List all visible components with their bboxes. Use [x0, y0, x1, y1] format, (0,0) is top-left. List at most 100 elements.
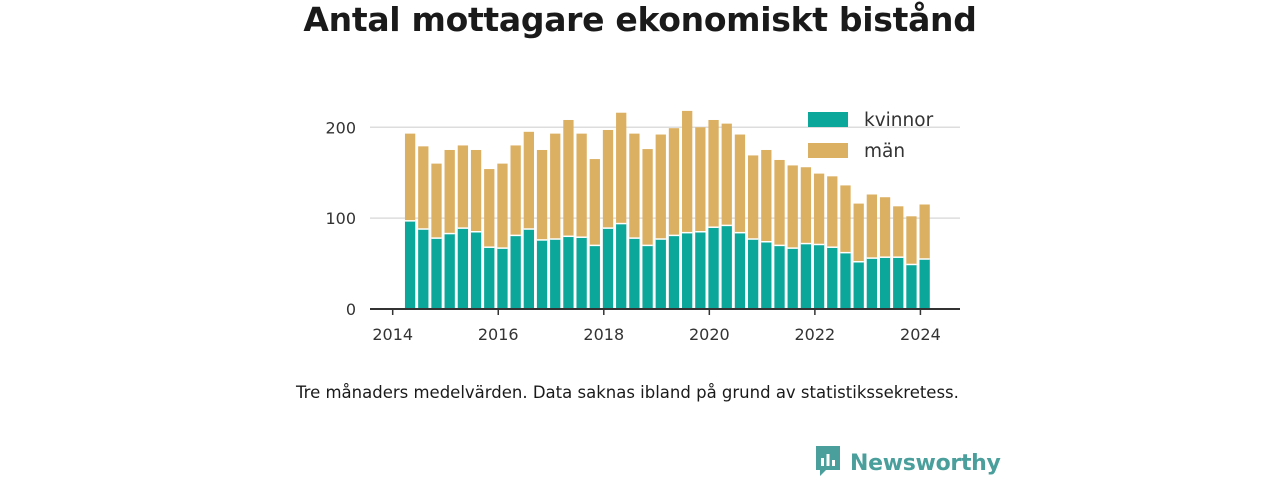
- y-tick-label: 100: [325, 209, 356, 228]
- y-tick-label: 200: [325, 118, 356, 137]
- bar-man: [827, 176, 838, 248]
- chart-title: Antal mottagare ekonomiskt bistånd: [303, 0, 977, 39]
- legend: kvinnor män: [808, 110, 934, 162]
- bar-kvinnor: [668, 235, 680, 309]
- bar-man: [906, 216, 917, 265]
- bar-kvinnor: [642, 245, 653, 309]
- bar-kvinnor: [734, 232, 746, 309]
- bar-man: [695, 127, 706, 232]
- bar-kvinnor: [510, 235, 521, 309]
- bar-kvinnor: [919, 259, 930, 309]
- bar-man: [510, 145, 521, 236]
- bar-man: [866, 194, 878, 259]
- bar-man: [523, 131, 534, 230]
- bar-man: [774, 159, 785, 246]
- bar-man: [813, 173, 825, 245]
- x-tick-label: 2016: [478, 325, 519, 344]
- bar-man: [602, 129, 614, 229]
- bar-man: [589, 159, 600, 246]
- bar-kvinnor: [602, 228, 614, 309]
- bar-kvinnor: [576, 237, 587, 309]
- x-tick-label: 2020: [689, 325, 730, 344]
- bar-man: [616, 112, 627, 224]
- bar-kvinnor: [536, 239, 548, 309]
- x-tick-label: 2014: [372, 325, 413, 344]
- bar-kvinnor: [906, 264, 917, 309]
- axes: 0 100 200 2014 2016 2018 2020 2022 2024: [325, 118, 960, 344]
- newsworthy-logo-icon: [814, 444, 842, 482]
- bar-kvinnor: [853, 261, 864, 309]
- bar-man: [734, 134, 746, 233]
- bar-kvinnor: [708, 227, 719, 309]
- bar-kvinnor: [444, 233, 455, 309]
- x-tick-label: 2018: [583, 325, 624, 344]
- bar-kvinnor: [787, 248, 798, 309]
- bar-kvinnor: [418, 229, 429, 309]
- bars: [404, 110, 930, 309]
- bar-man: [629, 133, 640, 239]
- legend-label-man: män: [864, 141, 905, 162]
- bar-kvinnor: [484, 247, 495, 309]
- bar-man: [563, 119, 574, 237]
- bar-man: [761, 149, 772, 242]
- bar-kvinnor: [800, 243, 812, 309]
- bar-kvinnor: [695, 231, 706, 309]
- bar-man: [893, 206, 904, 258]
- bar-man: [470, 149, 482, 232]
- bar-man: [721, 123, 732, 226]
- bar-man: [747, 155, 759, 240]
- footnote: Tre månaders medelvärden. Data saknas ib…: [296, 383, 959, 402]
- bar-kvinnor: [563, 236, 574, 309]
- bar-kvinnor: [431, 238, 442, 309]
- bar-kvinnor: [827, 247, 838, 309]
- bar-kvinnor: [655, 239, 666, 309]
- legend-swatch-man: [808, 143, 848, 158]
- bar-man: [668, 128, 680, 236]
- x-tick-label: 2022: [795, 325, 836, 344]
- bar-man: [655, 134, 666, 240]
- legend-swatch-kvinnor: [808, 112, 848, 127]
- stacked-bar-chart: 0 100 200 2014 2016 2018 2020 2022 2024 kvinnor m…: [325, 110, 960, 344]
- bar-kvinnor: [523, 229, 534, 309]
- bar-man: [497, 163, 508, 249]
- bar-kvinnor: [866, 258, 878, 309]
- bar-kvinnor: [761, 241, 772, 309]
- bar-man: [787, 165, 798, 249]
- bar-man: [800, 167, 812, 244]
- legend-label-kvinnor: kvinnor: [864, 110, 934, 131]
- bar-kvinnor: [470, 231, 482, 309]
- bar-man: [404, 133, 416, 221]
- bar-kvinnor: [616, 223, 627, 309]
- bar-kvinnor: [497, 248, 508, 309]
- bar-kvinnor: [721, 225, 732, 309]
- bar-man: [484, 169, 495, 248]
- bar-man: [840, 185, 851, 253]
- bar-kvinnor: [813, 244, 825, 309]
- bar-man: [576, 133, 587, 238]
- bar-kvinnor: [879, 257, 891, 309]
- bar-man: [919, 204, 930, 260]
- bar-kvinnor: [404, 220, 416, 309]
- bar-man: [457, 145, 469, 229]
- bar-kvinnor: [747, 239, 759, 309]
- bar-man: [550, 133, 561, 240]
- bar-man: [444, 149, 455, 234]
- bar-man: [708, 119, 719, 228]
- bar-kvinnor: [550, 239, 561, 309]
- brand-logo[interactable]: Newsworthy: [814, 446, 1001, 480]
- bar-kvinnor: [682, 232, 693, 309]
- y-tick-label: 0: [346, 300, 356, 319]
- bar-kvinnor: [774, 245, 785, 309]
- bar-kvinnor: [629, 238, 640, 309]
- bar-man: [431, 163, 442, 239]
- bar-man: [853, 203, 864, 262]
- bar-kvinnor: [893, 257, 904, 309]
- bar-man: [418, 146, 429, 230]
- bar-man: [879, 197, 891, 258]
- bar-man: [642, 149, 653, 246]
- bar-kvinnor: [457, 228, 469, 309]
- bar-man: [536, 149, 548, 240]
- bar-kvinnor: [589, 245, 600, 309]
- brand-name: Newsworthy: [850, 450, 1001, 476]
- x-tick-label: 2024: [900, 325, 941, 344]
